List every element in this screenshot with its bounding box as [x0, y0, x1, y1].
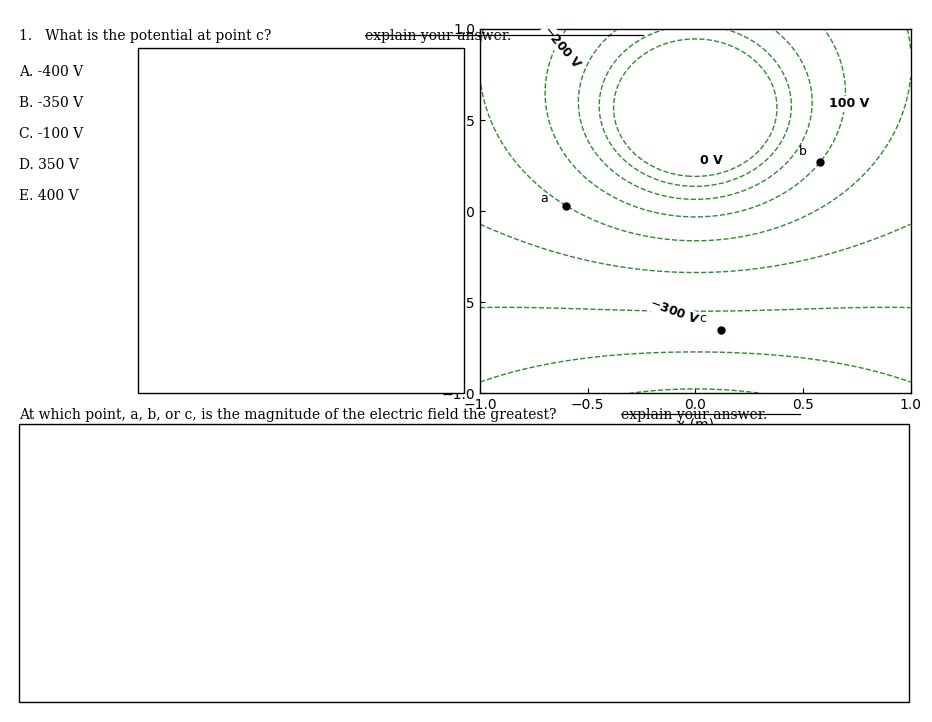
Text: 0 V: 0 V: [700, 154, 722, 167]
Text: $-$200 V: $-$200 V: [541, 23, 584, 72]
Text: explain your answer.: explain your answer.: [365, 29, 512, 43]
Text: 1.   What is the potential at point c?: 1. What is the potential at point c?: [19, 29, 275, 43]
Text: 100 V: 100 V: [829, 97, 869, 110]
Text: E. 400 V: E. 400 V: [19, 189, 78, 203]
Text: D. 350 V: D. 350 V: [19, 158, 78, 172]
Text: C. -100 V: C. -100 V: [19, 127, 83, 141]
Text: b: b: [799, 144, 806, 157]
X-axis label: x (m): x (m): [677, 418, 714, 432]
Text: $-$300 V: $-$300 V: [648, 297, 702, 327]
Text: At which point, a, b, or c, is the magnitude of the electric field the greatest?: At which point, a, b, or c, is the magni…: [19, 408, 560, 422]
Y-axis label: y (m): y (m): [422, 193, 436, 230]
Text: B. -350 V: B. -350 V: [19, 96, 83, 110]
Text: A. -400 V: A. -400 V: [19, 65, 83, 79]
Text: a: a: [541, 192, 548, 205]
Text: c: c: [700, 313, 706, 326]
Text: explain your answer.: explain your answer.: [621, 408, 767, 422]
